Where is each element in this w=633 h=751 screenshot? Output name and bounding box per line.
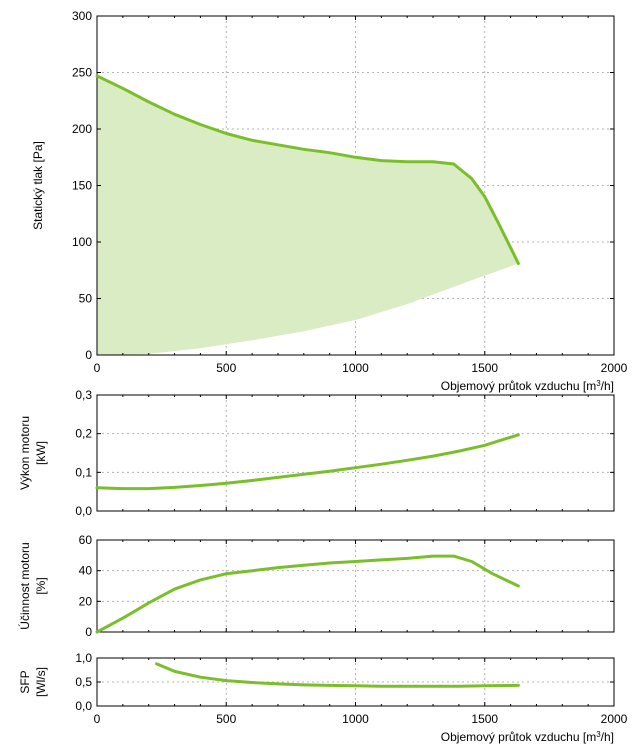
y-tick-label: 100	[72, 235, 92, 249]
y-tick-label: 0,0	[75, 699, 92, 713]
series-curve	[95, 554, 520, 634]
y-tick-label: 40	[79, 564, 93, 578]
y-tick-label: 50	[79, 292, 93, 306]
x-tick-label: 1000	[342, 361, 369, 375]
y-tick-label: 1,0	[75, 651, 92, 665]
y-axis-unit: [%]	[34, 577, 48, 594]
y-tick-label: 200	[72, 122, 92, 136]
y-axis-label: Statický tlak [Pa]	[31, 141, 45, 230]
x-tick-label: 2000	[601, 712, 628, 726]
y-axis-unit: [Wl/s]	[34, 667, 48, 697]
y-tick-label: 0,5	[75, 675, 92, 689]
y-tick-label: 0	[85, 625, 92, 639]
operating-area	[97, 75, 519, 356]
y-tick-label: 0	[85, 348, 92, 362]
y-tick-label: 60	[79, 533, 93, 547]
series-curve	[155, 662, 520, 688]
series-curve	[95, 74, 520, 265]
x-tick-label: 500	[216, 361, 236, 375]
x-tick-label: 0	[94, 712, 101, 726]
y-axis-label: SFP	[18, 670, 32, 693]
y-tick-label: 20	[79, 594, 93, 608]
y-tick-label: 0,1	[75, 465, 92, 479]
x-tick-label: 1000	[342, 712, 369, 726]
y-tick-label: 0,0	[75, 504, 92, 518]
y-tick-label: 250	[72, 66, 92, 80]
x-tick-label: 0	[94, 361, 101, 375]
y-axis-label: Účinnost motoru	[17, 542, 32, 629]
y-tick-label: 300	[72, 9, 92, 23]
plot-frame	[96, 394, 615, 512]
y-tick-label: 0,2	[75, 427, 92, 441]
y-tick-label: 0,3	[75, 388, 92, 402]
x-tick-label: 500	[216, 712, 236, 726]
x-tick-label: 1500	[471, 361, 498, 375]
series-curve	[95, 433, 520, 491]
x-tick-label: 2000	[601, 361, 628, 375]
y-axis-label: Výkon motoru	[18, 416, 32, 490]
y-axis-unit: [kW]	[34, 441, 48, 465]
y-tick-label: 150	[72, 179, 92, 193]
x-tick-label: 1500	[471, 712, 498, 726]
x-axis-label: Objemový průtok vzduchu [m3/h]	[441, 379, 614, 393]
x-axis-label: Objemový průtok vzduchu [m3/h]	[441, 730, 614, 744]
